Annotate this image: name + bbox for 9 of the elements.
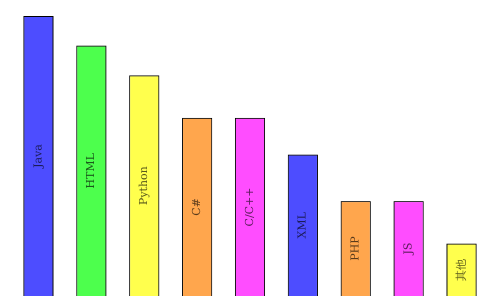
x-tick-label: C/C++ [242, 187, 256, 226]
x-tick-label: Java [31, 144, 44, 169]
x-tick-label: Python [137, 166, 150, 206]
x-tick-label: C# [190, 198, 203, 216]
x-tick-label: JS [402, 242, 415, 256]
x-tick-label: 其他 [454, 258, 468, 281]
x-tick-label: HTML [84, 152, 98, 189]
x-tick-label: PHP [348, 236, 362, 261]
x-tick-label: XML [296, 211, 309, 239]
